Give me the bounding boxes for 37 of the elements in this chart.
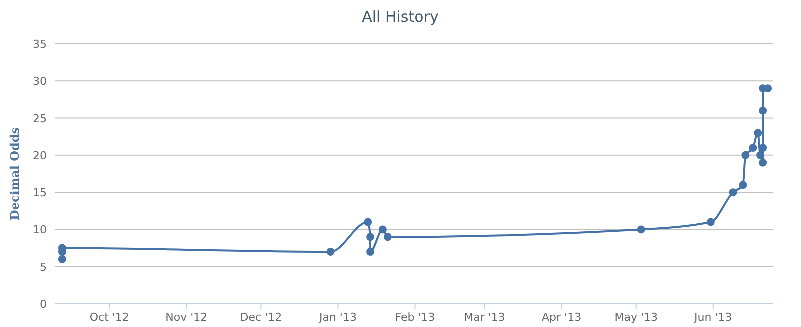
point: [326, 248, 335, 256]
point: [366, 233, 375, 242]
x-tick-label: Apr '13: [542, 311, 582, 324]
x-tick-label: Oct '12: [90, 311, 130, 324]
y-tick-label: 0: [40, 298, 47, 311]
point: [749, 144, 758, 152]
x-tick-label: Dec '12: [240, 311, 282, 324]
y-tick-label: 20: [33, 149, 47, 162]
point: [729, 188, 738, 197]
y-axis-title: Decimal Odds: [8, 127, 22, 221]
point: [754, 129, 762, 138]
point: [384, 233, 392, 242]
y-tick-label: 35: [33, 38, 47, 51]
point: [739, 181, 748, 190]
point: [364, 218, 372, 226]
x-tick-label: May '13: [614, 311, 658, 324]
point: [706, 218, 715, 226]
x-tick-label: Jun '13: [694, 311, 732, 324]
point: [759, 144, 768, 152]
y-tick-label: 30: [33, 75, 47, 88]
point: [637, 226, 646, 234]
point: [378, 226, 387, 234]
chart-title: All History: [362, 8, 439, 26]
point: [759, 158, 768, 167]
y-tick-label: 10: [33, 224, 47, 237]
x-tick-label: Mar '13: [464, 311, 506, 324]
x-tick-label: Jan '13: [318, 311, 357, 324]
y-tick-label: 25: [33, 112, 47, 126]
x-tick-label: Feb '13: [395, 311, 436, 324]
x-tick-label: Nov '12: [166, 311, 208, 324]
y-tick-label: 15: [33, 186, 47, 200]
point: [58, 255, 66, 264]
y-tick-label: 5: [40, 260, 47, 274]
point: [366, 248, 375, 256]
point: [742, 151, 750, 160]
point: [756, 151, 765, 160]
point: [759, 106, 768, 115]
